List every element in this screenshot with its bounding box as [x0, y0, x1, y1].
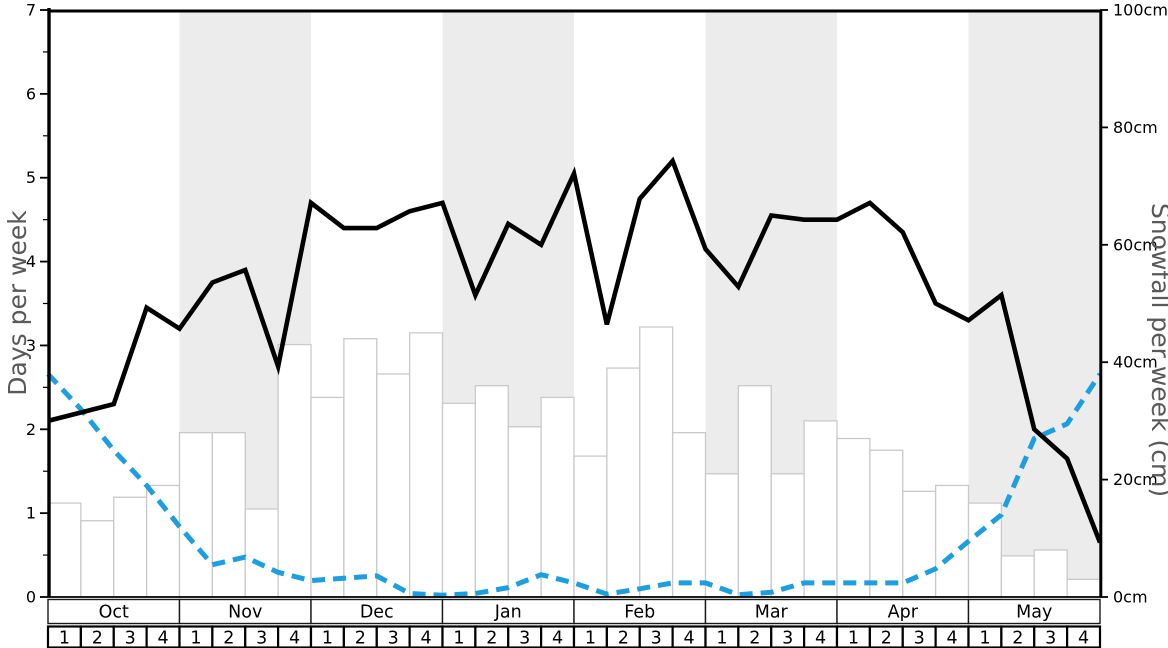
- snowfall-bar: [803, 420, 838, 598]
- snowfall-bar: [1033, 549, 1068, 598]
- snowfall-bar: [408, 332, 444, 598]
- snowfall-bar: [1066, 578, 1101, 598]
- week-label: 2: [355, 629, 366, 648]
- week-label: 2: [881, 629, 892, 648]
- week-label: 4: [289, 629, 300, 648]
- snowfall-bar: [343, 338, 378, 598]
- week-label: 4: [815, 629, 826, 648]
- snowfall-bar: [704, 473, 740, 598]
- week-label: 4: [157, 629, 168, 648]
- week-label: 3: [256, 629, 267, 648]
- month-label: Mar: [755, 603, 789, 623]
- month-cell: [573, 598, 707, 625]
- snowfall-bar: [836, 437, 871, 598]
- week-label: 2: [749, 629, 760, 648]
- axes-and-ticks: 0 1 2 3 4 5 6 7 0cm 20cm 40cm 60cm 80cm 100cm: [26, 1, 1168, 607]
- snowfall-bar: [934, 484, 970, 598]
- month-label: Oct: [99, 603, 129, 623]
- snow-line-path: [46, 372, 1103, 598]
- days-line-path: [47, 156, 1103, 544]
- snowfall-bar: [737, 385, 772, 598]
- snowfall-bar: [178, 431, 214, 598]
- week-label: 4: [946, 629, 957, 648]
- snowfall-bar: [474, 385, 509, 598]
- snowfall-bar: [80, 520, 115, 598]
- right-tick-label: 100cm: [1113, 1, 1168, 20]
- snowfall-bar: [1000, 555, 1035, 598]
- left-tick-label: 7: [26, 1, 36, 20]
- week-label: 3: [125, 629, 136, 648]
- snowfall-bar: [211, 431, 246, 598]
- left-tick-label: 3: [26, 336, 36, 355]
- month-label: May: [1016, 603, 1052, 623]
- week-label: 2: [92, 629, 103, 648]
- week-label: 3: [519, 629, 530, 648]
- week-label: 2: [486, 629, 497, 648]
- snowfall-bar: [277, 343, 312, 598]
- week-label: 3: [782, 629, 793, 648]
- left-tick-label: 6: [26, 84, 36, 103]
- week-label: 1: [322, 629, 333, 648]
- week-label: 1: [979, 629, 990, 648]
- month-label: Jan: [494, 603, 522, 623]
- week-label: 1: [716, 629, 727, 648]
- month-bands: [179, 10, 1100, 597]
- snowfall-bar: [244, 508, 279, 598]
- snowfall-bar: [639, 326, 674, 598]
- right-tick-label: 80cm: [1113, 118, 1158, 137]
- left-tick-label: 4: [26, 252, 36, 271]
- snowfall-dashed-line: [46, 372, 1103, 598]
- week-label: 3: [914, 629, 925, 648]
- snowfall-bar: [507, 426, 542, 598]
- snowfall-bar: [671, 431, 707, 598]
- snowfall-bar: [540, 396, 575, 598]
- month-label: Apr: [888, 603, 919, 623]
- week-label: 3: [651, 629, 662, 648]
- right-tick-label: 0cm: [1113, 588, 1148, 607]
- right-tick-label: 20cm: [1113, 470, 1158, 489]
- month-label: Dec: [360, 603, 394, 623]
- week-label: 2: [1012, 629, 1023, 648]
- week-label: 2: [618, 629, 629, 648]
- week-label: 4: [552, 629, 563, 648]
- week-label: 1: [453, 629, 464, 648]
- snowfall-bar: [113, 496, 148, 598]
- snowfall-bar: [441, 402, 477, 598]
- days-per-week-line: [47, 156, 1103, 544]
- week-label: 1: [190, 629, 201, 648]
- snowfall-bar: [376, 373, 411, 598]
- week-label: 3: [1045, 629, 1056, 648]
- left-tick-label: 1: [26, 504, 36, 523]
- snowfall-bar: [310, 396, 345, 598]
- month-cell: [178, 598, 312, 625]
- left-tick-label: 5: [26, 168, 36, 187]
- right-axis-title: Snowfall per week (cm): [1146, 203, 1168, 497]
- left-axis-title: Days per week: [3, 210, 32, 396]
- week-label: 4: [420, 629, 431, 648]
- right-tick-label: 60cm: [1113, 235, 1158, 254]
- month-week-tables: Oct 1 2 3 4 Nov 1 2 3 4 Dec 1 2 3 4 Jan 1 2 3 4 Feb 1 2 3 4 Mar 1 2…: [46, 598, 1102, 648]
- month-cell: [967, 598, 1101, 625]
- week-label: 1: [848, 629, 859, 648]
- left-tick-label: 2: [26, 420, 36, 439]
- snowfall-bar: [606, 367, 641, 598]
- snowfall-bars: [47, 326, 1101, 598]
- right-tick-label: 40cm: [1113, 353, 1158, 372]
- snowfall-bar: [573, 455, 608, 598]
- week-label: 4: [683, 629, 694, 648]
- week-label: 2: [223, 629, 234, 648]
- snowfall-bar: [869, 449, 904, 598]
- snowfall-bar: [47, 502, 82, 598]
- month-label: Feb: [624, 603, 655, 623]
- week-label: 4: [1078, 629, 1089, 648]
- week-label: 1: [585, 629, 596, 648]
- week-label: 3: [388, 629, 399, 648]
- week-label: 1: [59, 629, 70, 648]
- left-tick-label: 0: [26, 588, 36, 607]
- month-cell: [47, 598, 181, 625]
- month-label: Nov: [228, 603, 262, 623]
- snowfall-bar: [770, 473, 805, 598]
